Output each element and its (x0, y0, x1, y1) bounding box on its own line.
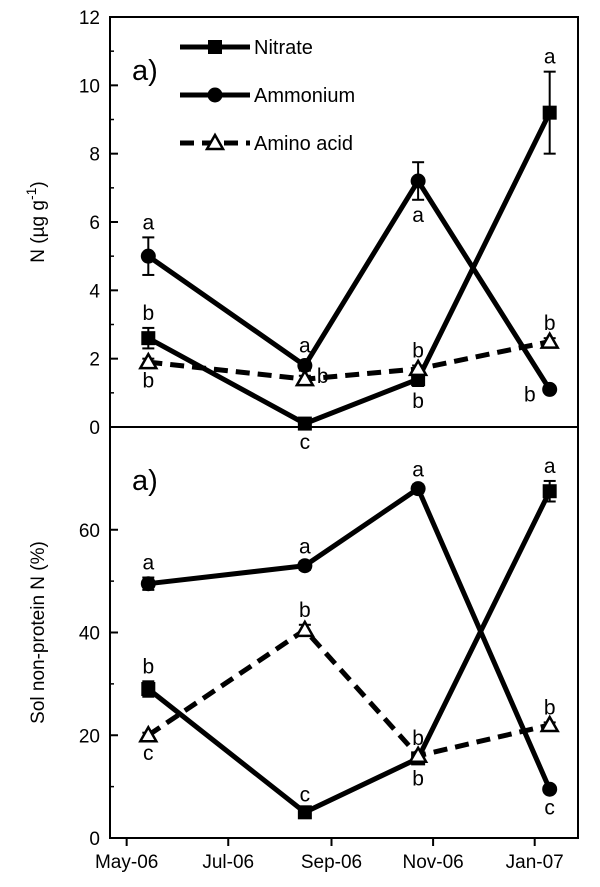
significance-label: b (142, 655, 154, 678)
data-point (410, 173, 426, 189)
data-point (297, 416, 312, 431)
data-point (407, 358, 429, 377)
y-tick-label: 0 (89, 829, 100, 850)
x-tick-label: Jan-07 (506, 852, 564, 873)
data-point (539, 331, 560, 349)
significance-label: a (299, 536, 311, 559)
panel-label: a) (132, 465, 158, 497)
legend-marker (207, 87, 223, 103)
significance-label: b (299, 599, 311, 622)
y-tick-label: 60 (79, 521, 100, 542)
significance-label: a (544, 455, 556, 478)
data-point (140, 576, 156, 592)
y-tick-label: 12 (79, 8, 100, 29)
y-tick-label: 10 (79, 76, 100, 97)
significance-label: c (544, 796, 555, 819)
data-point (297, 358, 313, 373)
legend-marker (204, 132, 226, 151)
series-amino-acid: c b b b (138, 599, 560, 765)
series-line (146, 626, 551, 759)
y-tick-label: 4 (89, 281, 100, 302)
legend-label: Amino acid (254, 133, 353, 155)
significance-label: a (412, 459, 424, 482)
significance-label: b (544, 696, 556, 719)
series-nitrate: b c b a (141, 455, 557, 820)
y-axis-label: Sol non-protein N (%) (28, 541, 49, 724)
significance-label: b (142, 302, 154, 325)
data-point (294, 368, 316, 387)
significance-label: b (412, 768, 424, 791)
significance-label: b (142, 370, 154, 393)
y-tick-label: 20 (79, 726, 100, 747)
legend-label: Ammonium (254, 85, 355, 107)
data-point (138, 724, 159, 743)
x-tick-label: Jul-06 (202, 852, 254, 873)
legend-marker (208, 40, 222, 54)
series-line (148, 339, 551, 382)
series-line (147, 111, 552, 427)
significance-label: b (412, 390, 424, 413)
legend-label: Nitrate (254, 37, 313, 59)
data-point (410, 481, 426, 497)
data-point (141, 682, 156, 697)
y-tick-label: 40 (79, 624, 100, 645)
data-point (294, 619, 316, 638)
y-axis-label-close: ) (28, 181, 49, 187)
y-tick-label: 8 (89, 145, 100, 166)
y-tick-label: 0 (89, 418, 100, 439)
significance-label: a (412, 204, 424, 227)
series-ammonium: a a a c (140, 459, 558, 819)
data-point (542, 381, 558, 397)
significance-label: a (142, 211, 154, 234)
data-point (542, 484, 557, 499)
significance-label: b (317, 365, 329, 388)
x-tick-label: Nov-06 (402, 852, 463, 873)
data-point (138, 351, 159, 370)
significance-label: a (544, 46, 556, 69)
series-line (146, 490, 552, 816)
significance-label: c (300, 784, 311, 807)
data-point (542, 781, 558, 797)
data-point (542, 105, 557, 120)
data-point (297, 805, 312, 820)
data-point (141, 331, 156, 346)
y-tick-label: 2 (89, 350, 100, 371)
y-axis-label-superscript: -1 (23, 187, 39, 200)
plot-frame (109, 426, 579, 839)
y-axis-label-main: N (µg g (28, 200, 49, 263)
data-point (539, 714, 560, 733)
panel-2: 0 20 40 60 Sol non-protein N (%) a) May-06 Jul-… (28, 426, 579, 873)
data-point (140, 248, 156, 264)
significance-label: b (412, 727, 424, 750)
data-point (407, 745, 429, 764)
significance-label: b (412, 340, 424, 363)
panel-label: a) (132, 55, 158, 87)
significance-label: a (299, 334, 311, 357)
y-axis-label: N (µg g-1) (23, 181, 49, 262)
significance-label: c (143, 742, 154, 765)
significance-label: a (142, 552, 154, 575)
series-line (148, 484, 552, 791)
x-tick-label: Sep-06 (301, 852, 362, 873)
y-tick-label: 6 (89, 213, 100, 234)
legend: Nitrate Ammonium Amino acid (180, 37, 355, 155)
data-point (297, 558, 313, 574)
significance-label: b (544, 312, 556, 335)
x-tick-label: May-06 (95, 852, 158, 873)
series-line (146, 176, 552, 391)
significance-label: c (300, 431, 311, 454)
significance-label: b (524, 383, 536, 406)
series-amino-acid: b b b b (138, 312, 560, 393)
